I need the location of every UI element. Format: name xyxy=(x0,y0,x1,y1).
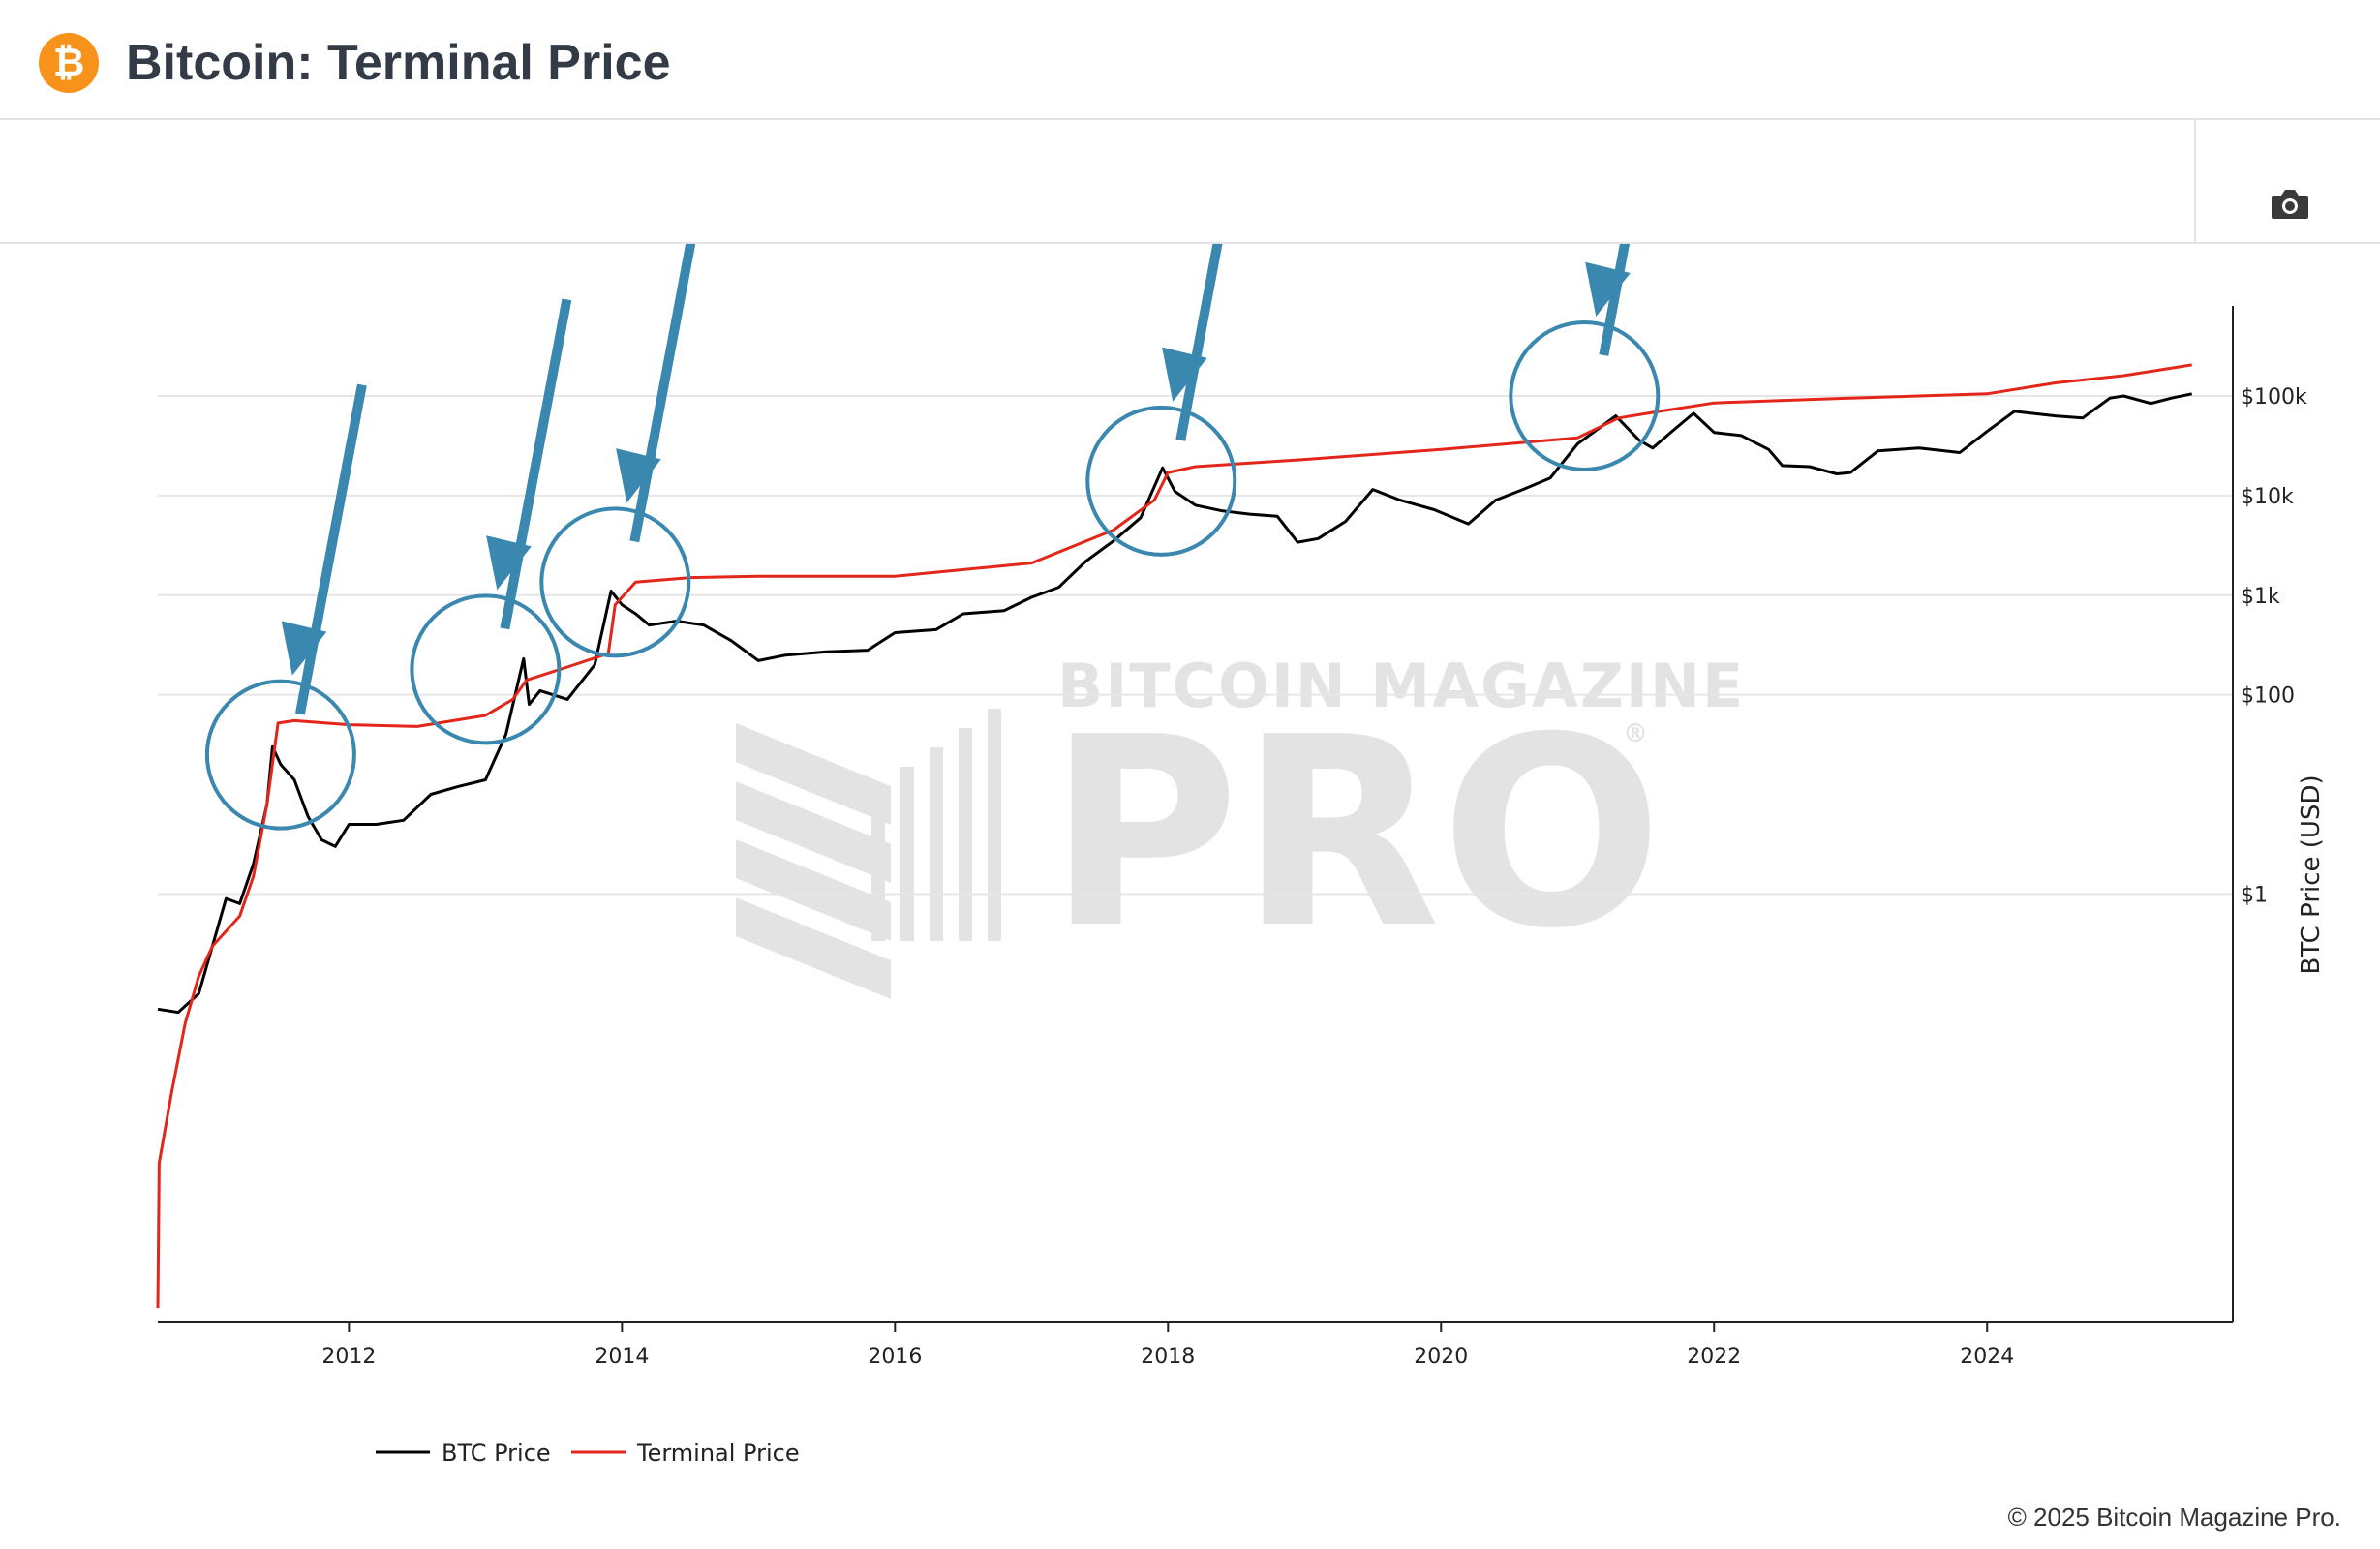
annotation-arrow-shaft xyxy=(294,383,367,715)
legend-label: Terminal Price xyxy=(636,1440,800,1467)
y-tick-label: $1 xyxy=(2241,883,2268,907)
header: ₿ Bitcoin: Terminal Price xyxy=(0,0,2380,120)
y-tick-label: $1k xyxy=(2241,585,2280,609)
watermark-bar xyxy=(930,747,943,941)
x-tick-label: 2014 xyxy=(595,1345,649,1369)
page-title: Bitcoin: Terminal Price xyxy=(126,35,671,91)
terminal-price-line xyxy=(156,363,2192,1309)
annotation-arrow-shaft xyxy=(500,298,572,630)
watermark-line2: PRO xyxy=(1048,681,1663,986)
y-tick-label: $10k xyxy=(2241,485,2294,509)
watermark-bar xyxy=(988,709,1001,941)
annotation-circle xyxy=(410,593,562,745)
annotation-arrowhead xyxy=(486,535,532,591)
x-tick-label: 2024 xyxy=(1960,1345,2014,1369)
y-axis-title: BTC Price (USD) xyxy=(2297,774,2326,974)
annotation-circle xyxy=(1085,405,1237,557)
camera-icon[interactable] xyxy=(2270,184,2310,225)
bitcoin-logo-icon: ₿ xyxy=(39,33,99,93)
legend-label: BTC Price xyxy=(442,1440,551,1467)
x-tick-label: 2022 xyxy=(1687,1345,1741,1369)
copyright-footer: © 2025 Bitcoin Magazine Pro. xyxy=(2007,1503,2341,1532)
annotation-arrowhead xyxy=(281,621,327,676)
legend: BTC Price Terminal Price xyxy=(376,1440,800,1467)
annotation-circle xyxy=(1509,319,1661,471)
y-tick-label: $100 xyxy=(2241,684,2295,709)
watermark-bar xyxy=(900,767,914,941)
y-tick-label: $100k xyxy=(2241,385,2307,410)
watermark-bar xyxy=(871,786,885,941)
bitcoin-logo-glyph: ₿ xyxy=(52,41,85,85)
watermark-stripe xyxy=(736,839,891,941)
x-tick-label: 2016 xyxy=(868,1345,922,1369)
watermark-stripe xyxy=(736,723,891,825)
x-tick-label: 2018 xyxy=(1141,1345,1195,1369)
toolbar-divider xyxy=(2194,120,2196,242)
annotation-arrow-shaft xyxy=(1599,244,1631,356)
annotation-circle xyxy=(204,679,356,831)
x-tick-label: 2020 xyxy=(1414,1345,1468,1369)
watermark-bar xyxy=(959,728,972,941)
annotation-arrowhead xyxy=(1162,347,1207,402)
watermark-stripe xyxy=(736,897,891,999)
annotation-arrowhead xyxy=(1585,261,1631,317)
watermark-registered: ® xyxy=(1623,719,1648,748)
btc-price-line xyxy=(157,392,2193,1015)
annotation-arrowhead xyxy=(616,448,661,503)
annotation-arrow-shaft xyxy=(629,244,696,543)
annotation-arrow-shaft xyxy=(1175,244,1223,441)
annotation-circle xyxy=(539,506,691,658)
watermark-line1: BITCOIN MAGAZINE xyxy=(1057,651,1745,721)
watermark-stripe xyxy=(736,781,891,883)
chart-toolbar xyxy=(0,120,2380,244)
x-tick-label: 2012 xyxy=(321,1345,376,1369)
